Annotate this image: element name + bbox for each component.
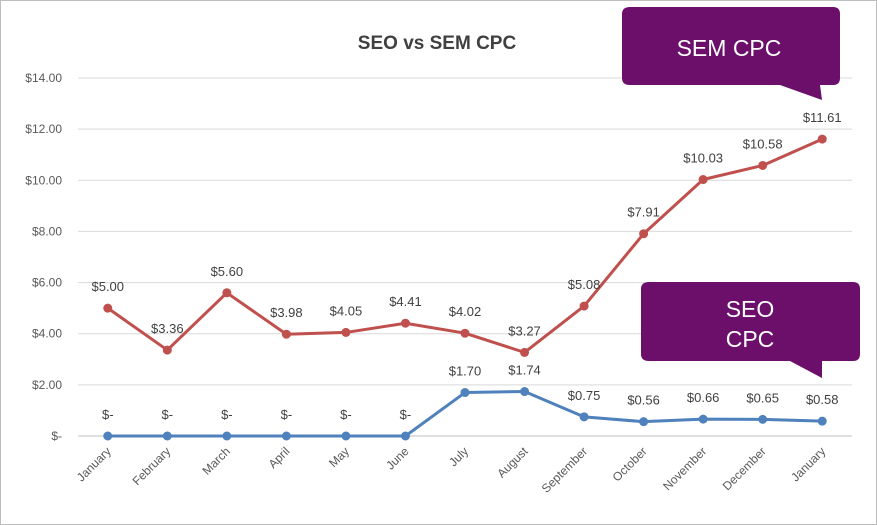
sem-data-label: $10.58 [743, 136, 783, 151]
sem-point [758, 160, 768, 170]
sem-point [579, 301, 589, 311]
x-tick-label: February [130, 444, 174, 488]
sem-data-label: $4.05 [330, 303, 363, 318]
seo-point [520, 387, 530, 397]
sem-point [520, 347, 530, 357]
seo-point [460, 388, 470, 398]
y-tick-label: $- [51, 429, 62, 443]
y-tick-label: $14.00 [25, 71, 62, 85]
x-tick-label: August [494, 444, 531, 481]
sem-point [817, 134, 827, 144]
x-tick-label: July [446, 444, 471, 469]
y-tick-label: $8.00 [32, 224, 62, 238]
x-tick-label: October [610, 444, 650, 484]
seo-data-label: $- [162, 407, 174, 422]
seo-data-label: $0.75 [568, 388, 601, 403]
sem-callout-line1: SEM CPC [676, 35, 782, 61]
series-points [103, 134, 827, 441]
x-tick-label: June [383, 444, 412, 473]
y-tick-label: $10.00 [25, 173, 62, 187]
sem-data-label: $4.02 [449, 304, 482, 319]
sem-callout-bubble [622, 7, 840, 100]
seo-data-label: $1.74 [508, 363, 541, 378]
seo-point [281, 431, 291, 441]
chart-title: SEO vs SEM CPC [358, 33, 517, 54]
seo-point [103, 431, 113, 441]
seo-data-label: $- [281, 407, 293, 422]
seo-data-label: $- [340, 407, 352, 422]
seo-data-label: $- [221, 407, 233, 422]
y-axis-labels: $- $2.00 $4.00 $6.00 $8.00 $10.00 $12.00 $14.00 [25, 71, 62, 443]
sem-point [460, 328, 470, 338]
seo-data-label: $- [400, 407, 412, 422]
x-tick-label: January [74, 444, 114, 484]
x-tick-label: September [539, 444, 590, 495]
sem-point [341, 327, 351, 337]
sem-point [400, 318, 410, 328]
x-tick-label: April [266, 444, 293, 471]
sem-data-label: $5.00 [91, 279, 124, 294]
x-tick-label: November [660, 444, 709, 493]
callouts [622, 7, 860, 378]
sem-point [222, 288, 232, 298]
seo-data-label: $0.66 [687, 390, 720, 405]
seo-point [758, 414, 768, 424]
sem-point [162, 345, 172, 355]
sem-data-label: $5.08 [568, 277, 601, 292]
sem-point [281, 329, 291, 339]
sem-callout-text: SEM CPC [618, 33, 840, 63]
x-tick-label: May [326, 444, 352, 470]
sem-point [639, 229, 649, 239]
sem-data-label: $11.61 [803, 110, 842, 125]
seo-data-label: $- [102, 407, 114, 422]
x-tick-label: December [720, 444, 769, 493]
gridlines [78, 77, 852, 437]
x-tick-label: January [788, 444, 828, 484]
seo-callout-line2: CPC [725, 326, 775, 352]
data-labels: $5.00 $3.36 $5.60 $3.98 $4.05 $4.41 $4.02 $3.27… [91, 110, 841, 422]
seo-point [698, 414, 708, 424]
seo-point [400, 431, 410, 441]
seo-point [222, 431, 232, 441]
sem-point [103, 303, 113, 313]
seo-point [341, 431, 351, 441]
seo-point [817, 416, 827, 426]
seo-data-label: $0.56 [627, 393, 660, 408]
seo-point [162, 431, 172, 441]
seo-point [579, 412, 589, 422]
seo-data-label: $0.65 [746, 390, 779, 405]
seo-callout-text: SEO CPC [640, 294, 860, 354]
sem-data-label: $4.41 [389, 294, 422, 309]
sem-point [698, 175, 708, 185]
seo-callout-line1: SEO [725, 296, 775, 322]
y-tick-label: $4.00 [32, 327, 62, 341]
sem-data-label: $3.36 [151, 321, 184, 336]
seo-callout-bubble [641, 282, 860, 378]
sem-data-label: $7.91 [627, 205, 660, 220]
x-tick-label: March [199, 444, 232, 477]
y-tick-label: $12.00 [25, 122, 62, 136]
seo-data-label: $0.58 [806, 392, 839, 407]
sem-data-label: $10.03 [683, 151, 723, 166]
sem-data-label: $3.27 [508, 323, 541, 338]
y-tick-label: $2.00 [32, 378, 62, 392]
y-tick-label: $6.00 [32, 276, 62, 290]
seo-point [639, 417, 649, 427]
x-axis-labels: January February March April May June July Augu… [74, 444, 829, 496]
sem-data-label: $5.60 [211, 264, 244, 279]
sem-data-label: $3.98 [270, 305, 303, 320]
seo-data-label: $1.70 [449, 364, 482, 379]
